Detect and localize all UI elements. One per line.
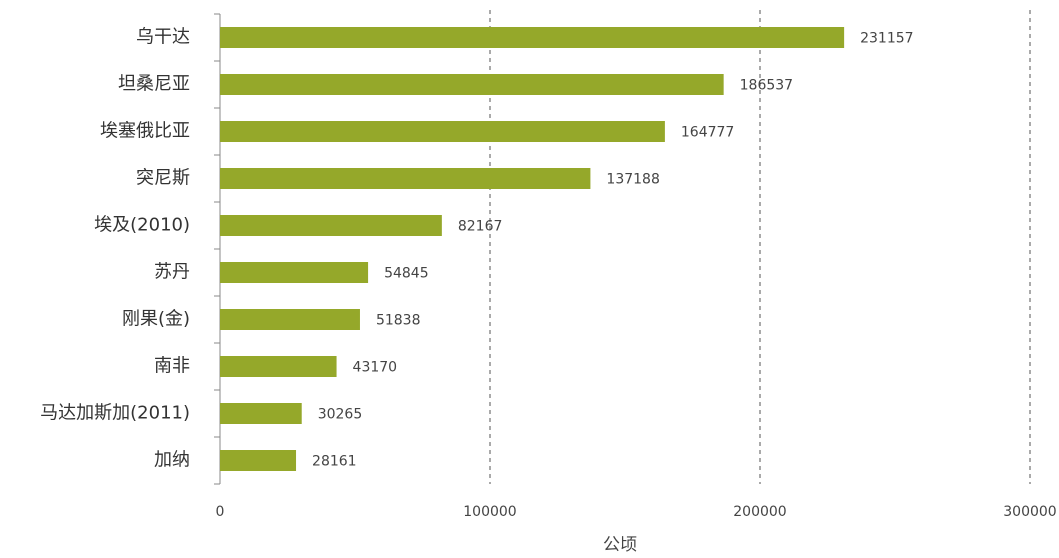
x-tick-label: 0 [216,504,225,520]
y-tick-label: 苏丹 [154,262,190,283]
bar [220,27,845,48]
bar [220,262,369,283]
value-label: 164777 [681,125,734,141]
x-tick-label: 300000 [1003,504,1056,520]
value-label: 186537 [740,78,793,94]
bar [220,309,360,330]
y-tick-label: 刚果(金) [122,309,190,330]
bar [220,121,665,142]
y-tick-label: 埃塞俄比亚 [100,121,190,142]
bar [220,74,724,95]
value-label: 82167 [458,219,503,235]
value-label: 51838 [376,313,421,329]
bar [220,168,591,189]
bar [220,403,302,424]
y-tick-label: 马达加斯加(2011) [40,403,190,424]
y-tick-label: 坦桑尼亚 [118,74,190,95]
value-label: 54845 [384,266,429,282]
y-tick-label: 乌干达 [136,27,190,48]
bar [220,450,297,471]
y-tick-label: 加纳 [154,450,190,471]
x-axis-title: 公顷 [603,535,637,555]
value-label: 231157 [860,31,913,47]
y-tick-label: 南非 [154,356,190,377]
y-tick-label: 埃及(2010) [94,215,190,236]
x-tick-label: 200000 [733,504,786,520]
value-label: 30265 [318,407,363,423]
value-label: 137188 [606,172,659,188]
value-label: 28161 [312,454,357,470]
bar [220,356,337,377]
value-label: 43170 [353,360,398,376]
y-tick-label: 突尼斯 [136,168,190,189]
bar [220,215,442,236]
x-tick-label: 100000 [463,504,516,520]
